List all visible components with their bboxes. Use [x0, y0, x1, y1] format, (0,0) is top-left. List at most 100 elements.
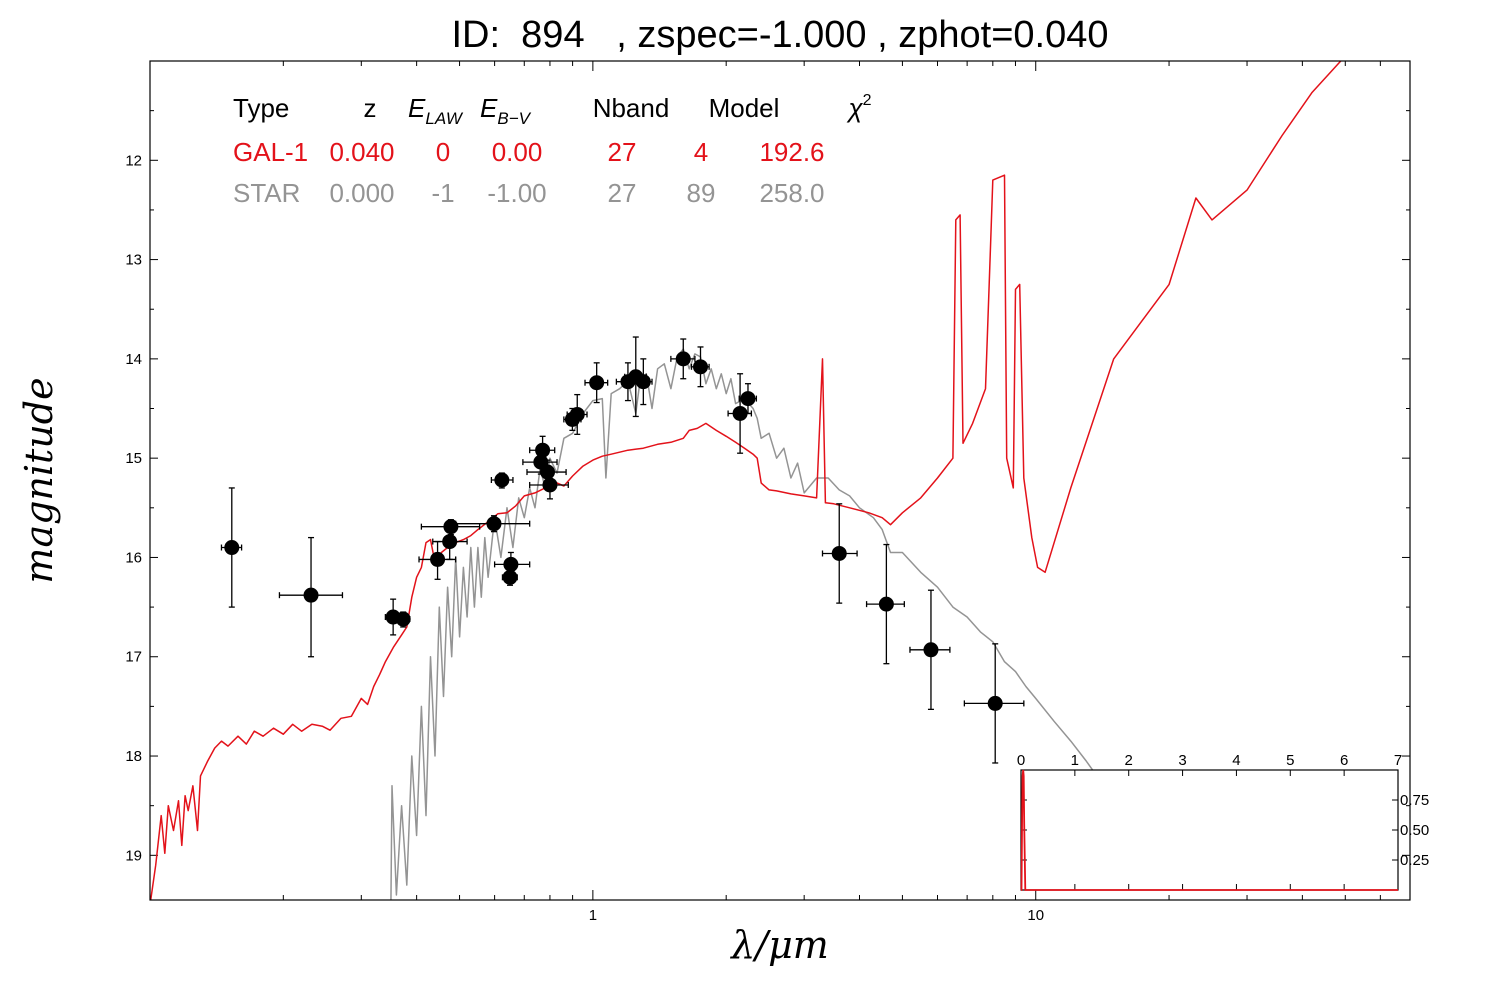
data-point [865, 543, 905, 665]
data-point [821, 503, 858, 604]
x-axis-label: λ/μm [729, 923, 829, 967]
data-point [727, 373, 753, 454]
point-marker [987, 695, 1003, 711]
legend-cell-type: GAL-1 [233, 137, 308, 167]
series-lines [150, 61, 1342, 900]
data-point [395, 611, 411, 628]
point-marker [494, 472, 510, 488]
y-tick-label: 19 [125, 847, 142, 864]
inset-x-tick-label: 2 [1125, 752, 1133, 769]
legend-cell-ebv: -1.00 [487, 178, 546, 208]
point-marker [589, 375, 605, 391]
data-point [670, 338, 696, 380]
legend-header: χ2 [846, 92, 871, 123]
point-marker [540, 464, 556, 480]
inset-x-tick-label: 4 [1232, 752, 1240, 769]
data-point [529, 435, 556, 465]
legend-cell-elaw: -1 [431, 178, 454, 208]
observations [220, 336, 1025, 764]
inset-x-tick-label: 0 [1017, 752, 1025, 769]
point-marker [569, 406, 585, 422]
data-point [566, 393, 588, 435]
inset-y-tick-label: 0.75 [1400, 792, 1429, 809]
legend-cell-chi2: 258.0 [759, 178, 824, 208]
legend-header: z [364, 93, 377, 123]
data-point [633, 358, 653, 406]
inset-pdz-line [1020, 769, 1398, 891]
inset-x-tick-label: 1 [1071, 752, 1079, 769]
legend-cell-nband: 27 [608, 178, 637, 208]
legend-header: ELAW [408, 93, 464, 128]
y-tick-label: 14 [125, 351, 142, 368]
point-marker [535, 442, 551, 458]
point-marker [740, 391, 756, 407]
point-marker [395, 611, 411, 627]
y-axis-label: magnitude [17, 377, 61, 583]
pdz-inset: 0 1 2 3 4 5 6 7 0.25 0.50 0.75 [1017, 752, 1429, 891]
legend-header: Nband [593, 93, 670, 123]
y-tick-label: 13 [125, 252, 142, 269]
data-point [455, 515, 531, 533]
y-tick-label: 15 [125, 450, 142, 467]
legend-cell-nband: 27 [608, 137, 637, 167]
data-point [493, 551, 531, 578]
legend-cell-model: 89 [687, 178, 716, 208]
point-marker [503, 556, 519, 572]
data-point [220, 487, 243, 608]
y-tick-label: 12 [125, 152, 142, 169]
legend-cell-model: 4 [694, 137, 708, 167]
data-point [526, 459, 567, 485]
legend-cell-chi2: 192.6 [759, 137, 824, 167]
x-tick-label: 10 [1027, 907, 1044, 924]
point-marker [878, 596, 894, 612]
point-marker [303, 587, 319, 603]
y-tick-label: 16 [125, 549, 142, 566]
inset-frame [1020, 769, 1399, 891]
data-point [420, 519, 481, 536]
legend-cell-ebv: 0.00 [492, 137, 543, 167]
point-marker [923, 642, 939, 658]
point-marker [430, 551, 446, 567]
series-line-star [390, 348, 1127, 900]
legend-cell-type: STAR [233, 178, 300, 208]
point-marker [224, 540, 240, 556]
data-point [529, 470, 569, 500]
inset-x-tick-label: 7 [1394, 752, 1402, 769]
legend-cell-elaw: 0 [436, 137, 450, 167]
data-point [963, 643, 1025, 764]
point-marker [831, 545, 847, 561]
legend-header: Type [233, 93, 289, 123]
legend-cell-z: 0.040 [329, 137, 394, 167]
point-marker [443, 519, 459, 535]
data-point [584, 362, 609, 404]
y-tick-label: 18 [125, 748, 142, 765]
data-point [738, 383, 758, 415]
legend-table: Type z ELAW EB−V Nband Model χ2 GAL-1 0.040 0 0.00… [233, 92, 872, 208]
point-marker [486, 516, 502, 532]
point-marker [542, 477, 558, 493]
inset-x-tick-label: 5 [1286, 752, 1294, 769]
point-marker [732, 405, 748, 421]
legend-cell-z: 0.000 [329, 178, 394, 208]
point-marker [635, 374, 651, 390]
point-marker [693, 359, 709, 375]
chart-title: ID: 894 , zspec=-1.000 , zphot=0.040 [451, 14, 1109, 56]
series-line-gal-1 [150, 61, 1342, 900]
data-point [490, 472, 514, 489]
plot-frame [149, 60, 1411, 901]
legend-header: Model [709, 93, 780, 123]
point-marker [442, 534, 458, 550]
point-marker [675, 351, 691, 367]
y-tick-label: 17 [125, 649, 142, 666]
axis-labels: λ/μm magnitude [17, 377, 829, 967]
x-tick-label: 1 [589, 907, 597, 924]
inset-x-tick-label: 6 [1340, 752, 1348, 769]
inset-x-tick-label: 3 [1178, 752, 1186, 769]
data-point [909, 589, 951, 711]
legend-header: EB−V [480, 93, 532, 128]
inset-y-tick-label: 0.25 [1400, 852, 1429, 869]
data-point [690, 346, 710, 388]
data-point [278, 536, 344, 658]
